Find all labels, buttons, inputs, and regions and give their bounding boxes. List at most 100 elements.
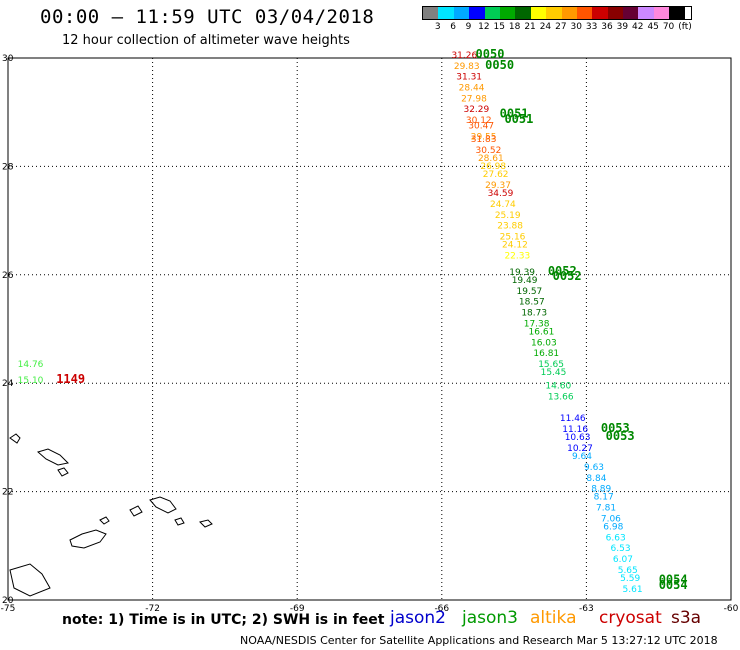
wave-height-value: 10.27 xyxy=(567,444,593,454)
wave-height-value: 26.98 xyxy=(480,162,506,172)
coastline xyxy=(99,516,110,525)
coastline xyxy=(69,529,107,549)
wave-height-value: 14.76 xyxy=(18,360,44,370)
legend-swatch xyxy=(453,7,470,19)
legend-swatch xyxy=(484,7,500,19)
legend-label: 21 xyxy=(524,22,536,32)
legend-swatch xyxy=(469,7,485,19)
wave-height-value: 31.26 xyxy=(451,51,477,61)
track-time-label: 0053 xyxy=(601,421,630,435)
wave-height-value: 5.65 xyxy=(618,566,638,576)
track-time-label: 0050 xyxy=(476,47,505,61)
wave-height-value: 16.61 xyxy=(529,327,555,337)
wave-height-value: 9.64 xyxy=(572,452,592,462)
legend-swatch xyxy=(499,7,516,19)
coastline xyxy=(174,517,185,526)
track-time-label: 0051 xyxy=(500,107,529,121)
track-time-label: 0052 xyxy=(553,269,582,283)
wave-height-value: 9.63 xyxy=(584,463,604,473)
legend-label: 18 xyxy=(508,22,521,32)
wave-height-value: 31.83 xyxy=(471,135,497,145)
wave-height-value: 30.52 xyxy=(476,146,502,156)
wave-height-value: 16.81 xyxy=(533,349,559,359)
lat-tick-label: 20 xyxy=(2,596,14,606)
wave-height-value: 15.45 xyxy=(541,368,567,378)
wave-height-value: 24.74 xyxy=(490,200,516,210)
track-time-label: 0053 xyxy=(606,429,635,443)
legend-swatch xyxy=(669,7,685,19)
wave-height-value: 10.63 xyxy=(565,433,591,443)
legend-label: 24 xyxy=(539,22,552,32)
legend-label: 30 xyxy=(570,22,582,32)
legend-swatch xyxy=(607,7,624,19)
wave-height-value: 29.83 xyxy=(454,62,480,72)
wave-height-value: 28.61 xyxy=(478,154,504,164)
wave-height-value: 19.39 xyxy=(509,268,535,278)
legend-swatch xyxy=(623,7,639,19)
legend-label: 3 xyxy=(434,22,441,32)
lon-tick-label: -72 xyxy=(145,604,160,614)
legend-label: 42 xyxy=(632,22,644,32)
wave-height-value: 6.98 xyxy=(603,523,623,533)
mission-label-altika: altika xyxy=(530,608,577,628)
legend-label: 39 xyxy=(616,22,629,32)
legend-swatch xyxy=(561,7,577,19)
wave-height-value: 11.16 xyxy=(562,425,588,435)
legend-label: 70 xyxy=(662,22,675,32)
lon-tick-label: -66 xyxy=(434,604,449,614)
track-time-label: 0054 xyxy=(659,573,688,587)
mission-label-cryosat: cryosat xyxy=(599,608,662,628)
wave-height-value: 8.89 xyxy=(591,485,611,495)
legend-swatch xyxy=(438,7,454,19)
coastline xyxy=(9,563,51,597)
wave-height-value: 16.03 xyxy=(531,338,557,348)
wave-height-value: 32.29 xyxy=(463,105,489,115)
wave-height-value: 15.10 xyxy=(18,376,44,386)
legend-label: 15 xyxy=(493,22,505,32)
lon-tick-label: -69 xyxy=(290,604,305,614)
track-time-label: 0054 xyxy=(659,578,688,592)
wave-height-value: 13.66 xyxy=(548,392,574,402)
legend-label: 9 xyxy=(465,22,472,32)
wave-height-value: 31.31 xyxy=(456,73,482,83)
footer-credit: NOAA/NESDIS Center for Satellite Applica… xyxy=(240,634,718,647)
legend-swatch xyxy=(530,7,547,19)
lon-tick-label: -63 xyxy=(579,604,594,614)
wave-height-value: 5.61 xyxy=(623,585,643,595)
wave-height-value: 7.81 xyxy=(596,504,616,514)
mission-label-jason3: jason3 xyxy=(462,608,518,628)
mission-label-jason2: jason2 xyxy=(390,608,446,628)
legend-swatch xyxy=(592,7,608,19)
wave-height-value: 19.49 xyxy=(512,276,538,286)
map-frame xyxy=(7,57,732,601)
wave-height-value: 14.60 xyxy=(545,382,571,392)
wave-height-value: 25.16 xyxy=(500,233,526,243)
wave-height-value: 30.47 xyxy=(468,121,494,131)
coastline xyxy=(199,519,213,528)
wave-height-value: 30.12 xyxy=(466,116,492,126)
wave-height-value: 18.57 xyxy=(519,298,545,308)
legend-label: 6 xyxy=(450,22,456,32)
wave-height-value: 6.63 xyxy=(606,533,626,543)
legend-swatch xyxy=(546,7,562,19)
coastline xyxy=(129,505,143,517)
track-time-label: 0050 xyxy=(485,58,514,72)
wave-height-value: 25.19 xyxy=(495,211,521,221)
coastline xyxy=(57,467,69,477)
wave-height-value: 29.55 xyxy=(471,132,497,142)
wave-height-value: 8.17 xyxy=(594,493,614,503)
legend-swatch xyxy=(638,7,654,19)
lon-tick-label: -75 xyxy=(1,604,16,614)
lat-tick-label: 22 xyxy=(2,488,13,498)
footer-note: note: 1) Time is in UTC; 2) SWH is in fe… xyxy=(62,612,385,628)
lon-tick-label: -60 xyxy=(724,604,739,614)
wave-height-value: 8.84 xyxy=(586,474,606,484)
legend-labels: 3 6 9 12 15 18 21 24 27 30 33 36 39 42 45 70 (ft) xyxy=(422,22,692,32)
wave-height-value: 11.46 xyxy=(560,414,586,424)
coastline xyxy=(149,496,177,514)
wave-height-value: 18.73 xyxy=(521,308,547,318)
lat-tick-label: 24 xyxy=(2,379,14,389)
wave-height-value: 34.59 xyxy=(488,189,514,199)
lat-tick-label: 26 xyxy=(2,271,14,281)
